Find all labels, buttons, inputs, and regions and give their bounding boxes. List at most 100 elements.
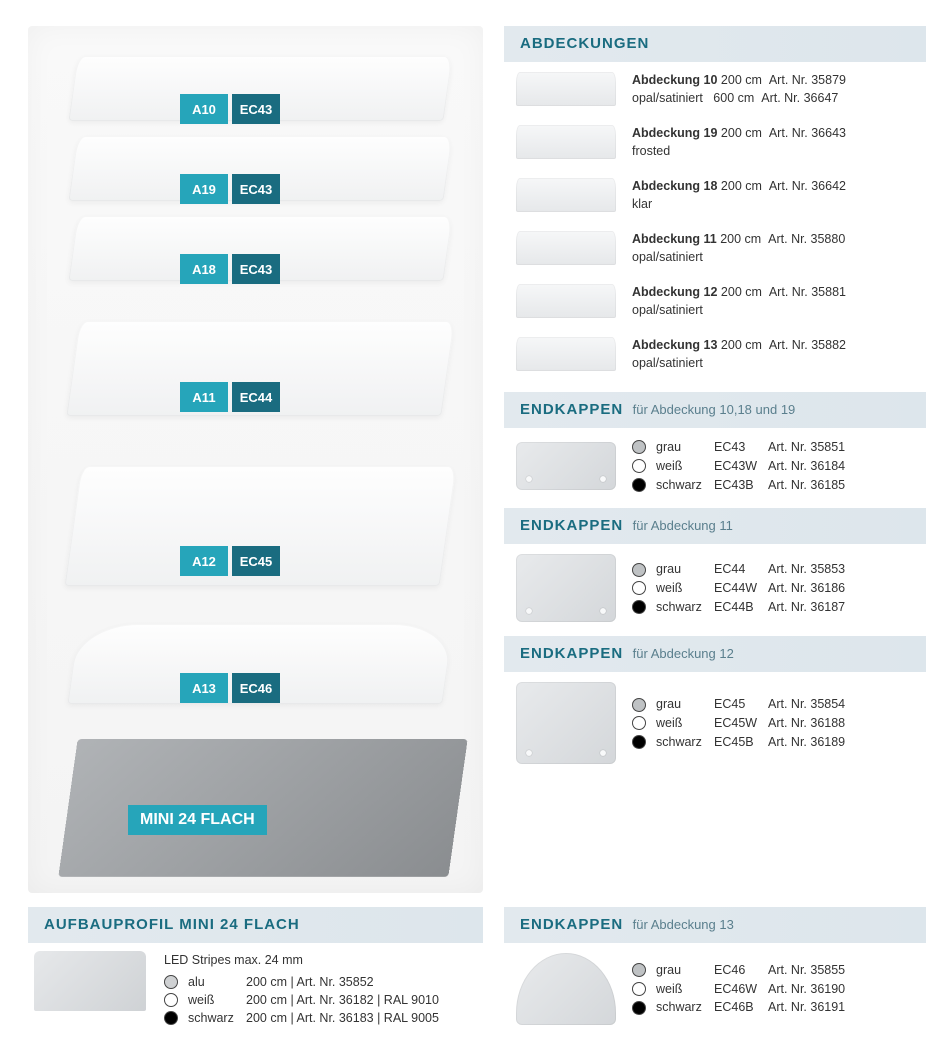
- ek-color: weiß: [656, 457, 714, 476]
- ek-code: EC45B: [714, 733, 768, 752]
- abdeckung-row: Abdeckung 10 200 cm Art. Nr. 35879opal/s…: [516, 72, 926, 107]
- endkappen-13-section: ENDKAPPEN für Abdeckung 13 grauEC46Art. …: [504, 907, 926, 1035]
- color-dot-icon: [632, 581, 646, 595]
- ek-table: grauEC43Art. Nr. 35851weißEC43WArt. Nr. …: [632, 438, 845, 494]
- ek-art: Art. Nr. 36184: [768, 457, 845, 476]
- profile-tag-row: A19EC43: [180, 174, 280, 204]
- aufbau-text: LED Stripes max. 24 mmalu200 cm | Art. N…: [164, 951, 439, 1028]
- color-dot-icon: [164, 975, 178, 989]
- profile-tag-row: A18EC43: [180, 254, 280, 284]
- ek-color: schwarz: [656, 998, 714, 1017]
- ek-art: Art. Nr. 36185: [768, 476, 845, 495]
- abdeckung-row: Abdeckung 19 200 cm Art. Nr. 36643froste…: [516, 125, 926, 160]
- ek-art: Art. Nr. 36191: [768, 998, 845, 1017]
- abdeckung-row: Abdeckung 13 200 cm Art. Nr. 35882opal/s…: [516, 337, 926, 372]
- ek-color: weiß: [656, 579, 714, 598]
- profile-tag-row: A12EC45: [180, 546, 280, 576]
- endkappen-section: ENDKAPPEN für Abdeckung 12grauEC45Art. N…: [504, 636, 926, 774]
- ek-art: Art. Nr. 35851: [768, 438, 845, 457]
- aufbauprofil-section: AUFBAUPROFIL MINI 24 FLACH LED Stripes m…: [28, 907, 483, 1028]
- ek-code: EC43W: [714, 457, 768, 476]
- a-tag: A10: [180, 94, 228, 124]
- color-dot-icon: [164, 1011, 178, 1025]
- ek-code: EC43B: [714, 476, 768, 495]
- ek-row: schwarzEC43BArt. Nr. 36185: [632, 476, 845, 495]
- ek-row: schwarzEC45BArt. Nr. 36189: [632, 733, 845, 752]
- ek-code: EC46B: [714, 998, 768, 1017]
- color-dot-icon: [632, 459, 646, 473]
- ek-title: ENDKAPPEN: [520, 401, 623, 418]
- ek-code: EC45W: [714, 714, 768, 733]
- ek-row: weißEC45WArt. Nr. 36188: [632, 714, 845, 733]
- color-dot-icon: [632, 600, 646, 614]
- page: A10EC43A19EC43A18EC43A11EC44A12EC45A13EC…: [0, 0, 951, 1053]
- ek-table: grauEC46Art. Nr. 35855weißEC46WArt. Nr. …: [632, 961, 845, 1017]
- ek-title: ENDKAPPEN: [520, 517, 623, 534]
- ek-row: weißEC46WArt. Nr. 36190: [632, 980, 845, 999]
- ek-table: grauEC44Art. Nr. 35853weißEC44WArt. Nr. …: [632, 560, 845, 616]
- ek-thumb: [516, 442, 616, 490]
- a-tag: A13: [180, 673, 228, 703]
- ek-sub: für Abdeckung 11: [633, 518, 733, 533]
- aufbau-row: weiß200 cm | Art. Nr. 36182 | RAL 9010: [164, 991, 439, 1009]
- abdeckung-row: Abdeckung 12 200 cm Art. Nr. 35881opal/s…: [516, 284, 926, 319]
- color-dot-icon: [632, 716, 646, 730]
- mini-24-flach-tag: MINI 24 FLACH: [128, 805, 267, 835]
- ek-art: Art. Nr. 36190: [768, 980, 845, 999]
- ek-color: schwarz: [656, 598, 714, 617]
- abd-thumb: [516, 178, 616, 212]
- ek-row: grauEC43Art. Nr. 35851: [632, 438, 845, 457]
- aufbau-row: alu200 cm | Art. Nr. 35852: [164, 973, 439, 991]
- ek-art: Art. Nr. 36186: [768, 579, 845, 598]
- a-tag: A11: [180, 382, 228, 412]
- ek13-sub: für Abdeckung 13: [633, 917, 734, 932]
- ek13-title: ENDKAPPEN: [520, 916, 623, 933]
- ek-code: EC43: [714, 438, 768, 457]
- profile-tag-row: A11EC44: [180, 382, 280, 412]
- aufbau-line: 200 cm | Art. Nr. 35852: [246, 973, 374, 991]
- ek-color: grau: [656, 560, 714, 579]
- right-column: ABDECKUNGEN Abdeckung 10 200 cm Art. Nr.…: [504, 26, 926, 778]
- ek-thumb: [516, 682, 616, 764]
- ek-row: schwarzEC44BArt. Nr. 36187: [632, 598, 845, 617]
- aufbau-color: schwarz: [188, 1009, 246, 1027]
- endkappen-section: ENDKAPPEN für Abdeckung 10,18 und 19grau…: [504, 392, 926, 504]
- ek13-thumb: [516, 953, 616, 1025]
- ec-tag: EC44: [232, 382, 280, 412]
- a-tag: A19: [180, 174, 228, 204]
- ek-art: Art. Nr. 36187: [768, 598, 845, 617]
- ek-code: EC44W: [714, 579, 768, 598]
- ek-art: Art. Nr. 36189: [768, 733, 845, 752]
- ec-tag: EC43: [232, 94, 280, 124]
- ek-code: EC46W: [714, 980, 768, 999]
- ek-row: schwarzEC46BArt. Nr. 36191: [632, 998, 845, 1017]
- ec-tag: EC43: [232, 174, 280, 204]
- a-tag: A12: [180, 546, 228, 576]
- ek-code: EC44B: [714, 598, 768, 617]
- aufbau-thumb: [34, 951, 146, 1011]
- aufbau-row: schwarz200 cm | Art. Nr. 36183 | RAL 900…: [164, 1009, 439, 1027]
- color-dot-icon: [632, 982, 646, 996]
- color-dot-icon: [164, 993, 178, 1007]
- ek-row: grauEC45Art. Nr. 35854: [632, 695, 845, 714]
- ek-row: weißEC44WArt. Nr. 36186: [632, 579, 845, 598]
- ek-color: grau: [656, 961, 714, 980]
- ek-row: grauEC44Art. Nr. 35853: [632, 560, 845, 579]
- abd-thumb: [516, 125, 616, 159]
- color-dot-icon: [632, 1001, 646, 1015]
- exploded-view: A10EC43A19EC43A18EC43A11EC44A12EC45A13EC…: [28, 26, 483, 893]
- abdeckung-row: Abdeckung 11 200 cm Art. Nr. 35880opal/s…: [516, 231, 926, 266]
- color-dot-icon: [632, 735, 646, 749]
- endkappen-section: ENDKAPPEN für Abdeckung 11 grauEC44Art. N…: [504, 508, 926, 632]
- ek-art: Art. Nr. 35855: [768, 961, 845, 980]
- abd-thumb: [516, 337, 616, 371]
- aufbau-line: 200 cm | Art. Nr. 36182 | RAL 9010: [246, 991, 439, 1009]
- color-dot-icon: [632, 563, 646, 577]
- ek-code: EC44: [714, 560, 768, 579]
- aufbau-line: 200 cm | Art. Nr. 36183 | RAL 9005: [246, 1009, 439, 1027]
- ec-tag: EC46: [232, 673, 280, 703]
- ek-art: Art. Nr. 35853: [768, 560, 845, 579]
- ec-tag: EC43: [232, 254, 280, 284]
- color-dot-icon: [632, 478, 646, 492]
- color-dot-icon: [632, 440, 646, 454]
